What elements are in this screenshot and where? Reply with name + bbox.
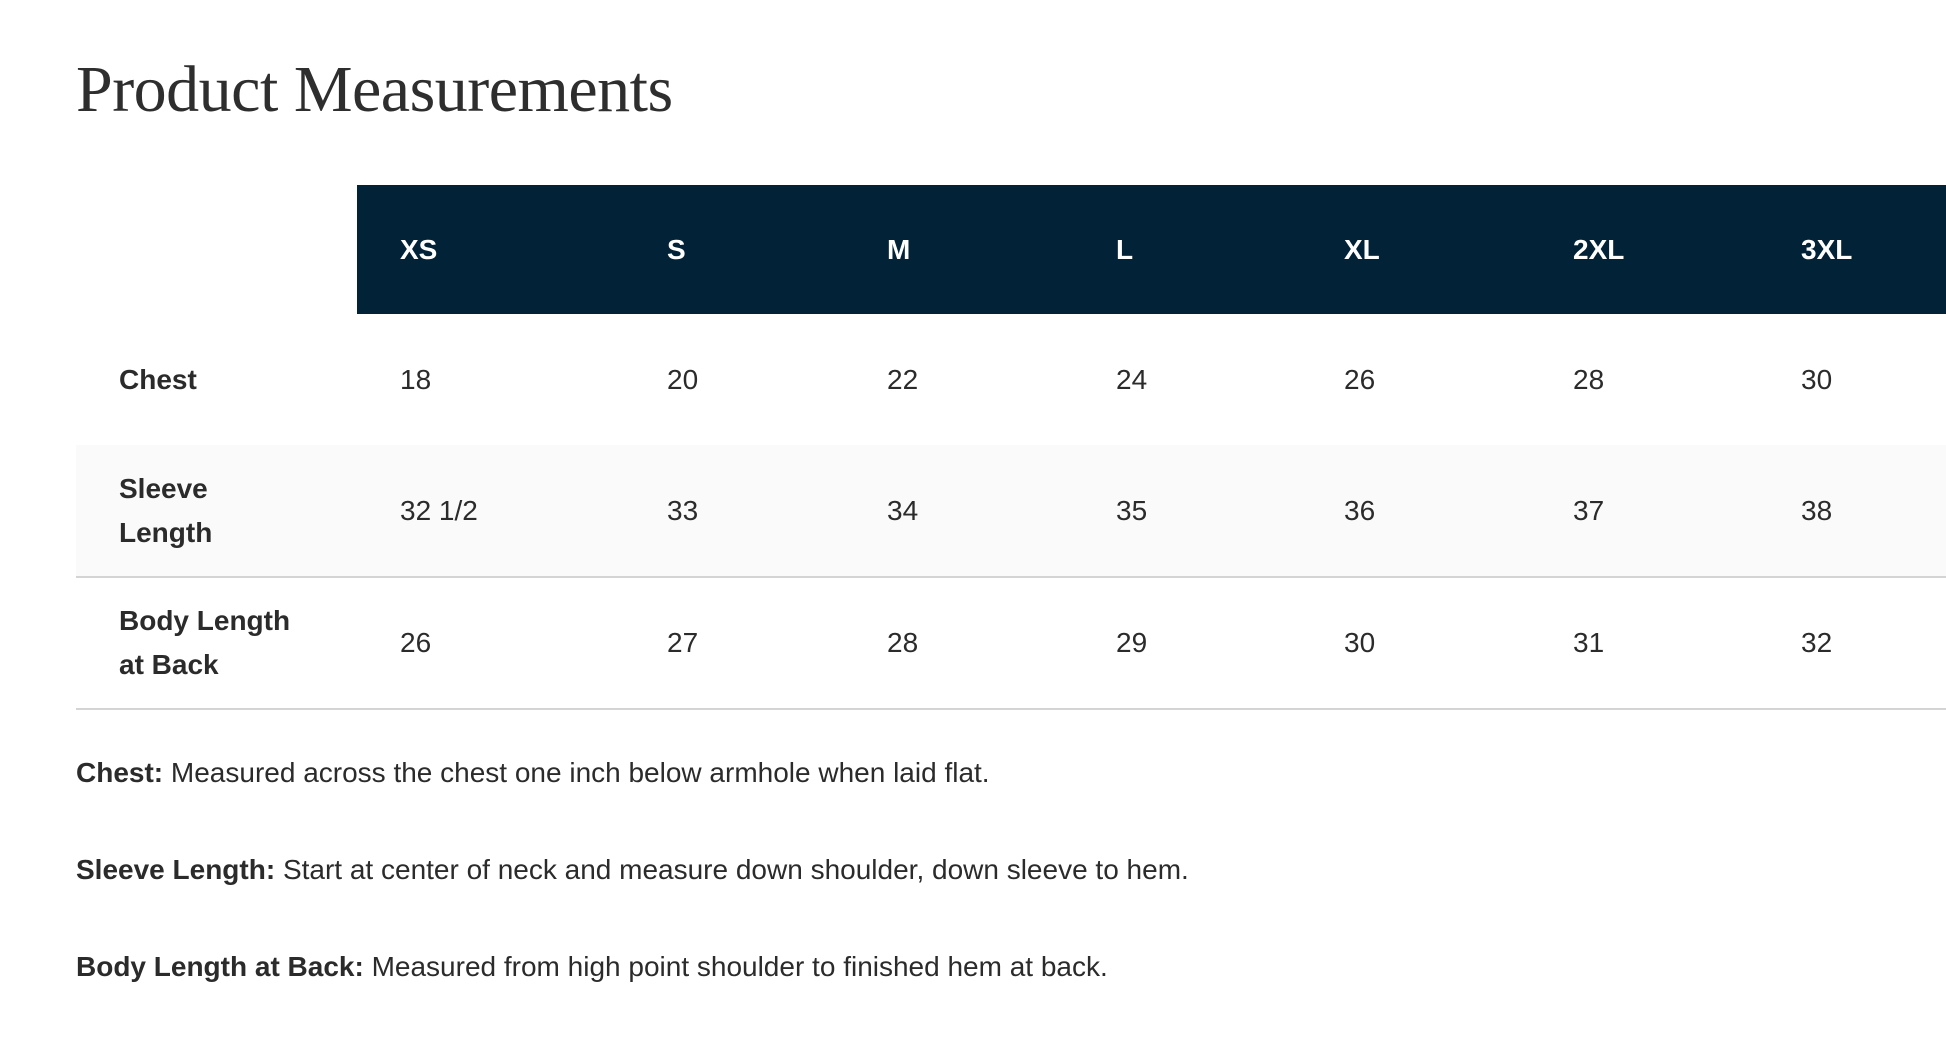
size-header-l: L xyxy=(1116,234,1134,265)
size-header-row: XS S M L XL 2XL 3XL xyxy=(357,185,1946,314)
measurement-note: Body Length at Back: Measured from high … xyxy=(76,951,1108,983)
page-title: Product Measurements xyxy=(76,53,673,126)
table-cell: 29 xyxy=(1116,626,1148,658)
table-cell: 27 xyxy=(667,626,699,658)
table-cell: 30 xyxy=(1801,363,1833,395)
table-cell: 26 xyxy=(1344,363,1376,395)
table-cell: 20 xyxy=(667,363,699,395)
note-term: Chest: xyxy=(76,757,164,788)
row-label: Sleeve Length xyxy=(119,472,213,548)
size-header-xs: XS xyxy=(400,234,438,265)
size-header-2xl: 2XL xyxy=(1573,234,1625,265)
table-cell: 37 xyxy=(1573,494,1605,526)
table-cell: 28 xyxy=(1573,363,1605,395)
table-cell: 33 xyxy=(667,494,699,526)
table-row: Chest 18 20 22 24 26 28 30 xyxy=(76,314,1946,447)
table-cell: 24 xyxy=(1116,363,1148,395)
table-cell: 22 xyxy=(887,363,919,395)
note-term: Body Length at Back: xyxy=(76,951,364,982)
table-row: Sleeve Length 32 1/2 33 34 35 36 37 38 xyxy=(76,445,1946,578)
row-label: Chest xyxy=(119,363,197,395)
table-cell: 32 xyxy=(1801,626,1833,658)
row-label: Body Length at Back xyxy=(119,604,291,680)
table-row: Body Length at Back 26 27 28 29 30 31 32 xyxy=(76,577,1946,710)
table-cell: 36 xyxy=(1344,494,1376,526)
size-header-3xl: 3XL xyxy=(1801,234,1853,265)
table-cell: 34 xyxy=(887,494,919,526)
size-header-s: S xyxy=(667,234,686,265)
table-cell: 18 xyxy=(400,363,432,395)
table-cell: 30 xyxy=(1344,626,1376,658)
note-term: Sleeve Length: xyxy=(76,854,276,885)
table-cell: 31 xyxy=(1573,626,1605,658)
table-cell: 28 xyxy=(887,626,919,658)
table-cell: 32 1/2 xyxy=(400,494,478,526)
note-text: Measured from high point shoulder to fin… xyxy=(363,951,1108,982)
table-cell: 26 xyxy=(400,626,432,658)
size-header-xl: XL xyxy=(1344,234,1380,265)
table-cell: 38 xyxy=(1801,494,1833,526)
measurement-note: Sleeve Length: Start at center of neck a… xyxy=(76,854,1189,886)
note-text: Measured across the chest one inch below… xyxy=(163,757,990,788)
table-cell: 35 xyxy=(1116,494,1148,526)
size-header-m: M xyxy=(887,234,911,265)
measurement-note: Chest: Measured across the chest one inc… xyxy=(76,757,990,789)
note-text: Start at center of neck and measure down… xyxy=(275,854,1189,885)
